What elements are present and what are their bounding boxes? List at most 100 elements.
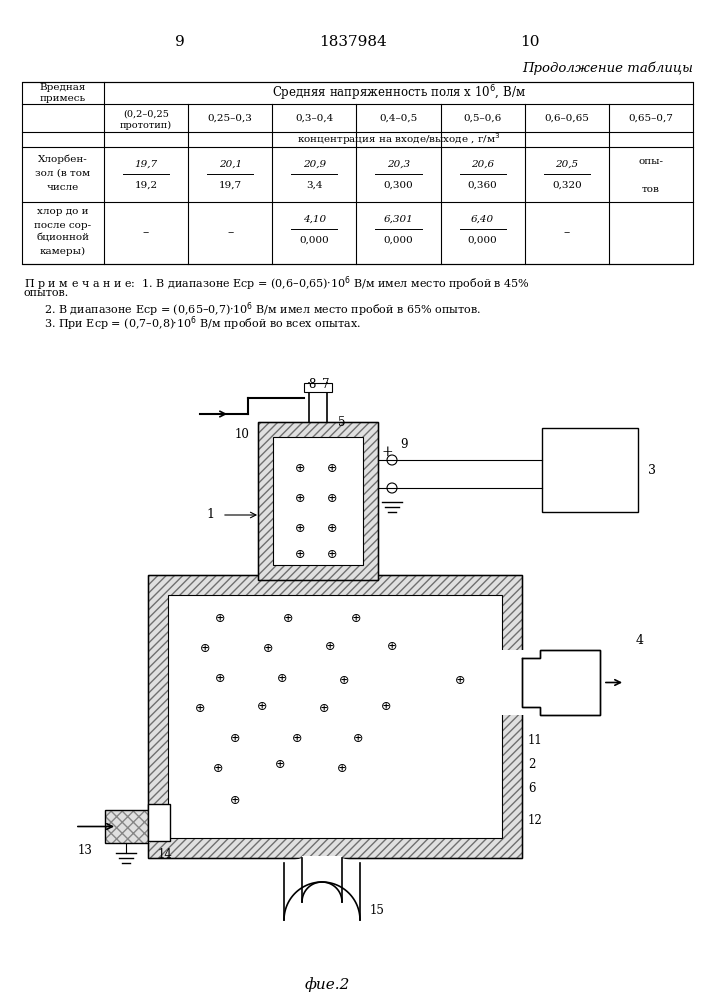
Text: Средняя напряженность поля х 10$^6$, В/м: Средняя напряженность поля х 10$^6$, В/м (271, 83, 525, 103)
Text: 20,5: 20,5 (555, 159, 578, 168)
Text: 0,6–0,65: 0,6–0,65 (544, 113, 589, 122)
Text: ⊕: ⊕ (230, 732, 240, 744)
Text: после сор-: после сор- (35, 221, 92, 230)
Text: –: – (227, 227, 233, 239)
Text: ⊕: ⊕ (215, 611, 226, 624)
Bar (148, 575, 522, 858)
Text: 20,6: 20,6 (471, 159, 494, 168)
Polygon shape (284, 858, 360, 920)
Text: 7: 7 (322, 378, 329, 391)
Text: 0,000: 0,000 (384, 235, 414, 244)
Text: 20,1: 20,1 (218, 159, 242, 168)
Text: 1837984: 1837984 (319, 35, 387, 49)
Bar (273, 437, 363, 565)
Text: 19,7: 19,7 (218, 180, 242, 190)
Text: Хлорбен-: Хлорбен- (38, 154, 88, 164)
Text: Продолжение таблицы: Продолжение таблицы (522, 61, 693, 75)
Text: 20,9: 20,9 (303, 159, 326, 168)
Text: 10: 10 (520, 35, 539, 49)
Text: 3. При Eср = (0,7–0,8)·10$^6$ В/м пробой во всех опытах.: 3. При Eср = (0,7–0,8)·10$^6$ В/м пробой… (44, 314, 361, 333)
Bar (542, 428, 638, 512)
Text: ⊕: ⊕ (325, 640, 335, 652)
Text: 11: 11 (528, 734, 543, 746)
Text: ⊕: ⊕ (292, 732, 303, 744)
Bar (126, 810, 150, 843)
Text: ⊕: ⊕ (327, 462, 337, 475)
Text: ⊕: ⊕ (319, 702, 329, 714)
Text: –: – (143, 227, 149, 239)
Text: 1: 1 (206, 508, 214, 522)
Text: 12: 12 (528, 814, 543, 826)
Bar (148, 575, 522, 858)
Text: 0,4–0,5: 0,4–0,5 (380, 113, 418, 122)
Text: прототип): прототип) (120, 120, 172, 130)
Polygon shape (522, 650, 600, 715)
Text: ⊕: ⊕ (295, 522, 305, 534)
Text: 4: 4 (636, 634, 644, 647)
Text: 0,300: 0,300 (384, 180, 414, 190)
Text: 15: 15 (370, 904, 385, 916)
Text: фие.2: фие.2 (304, 978, 350, 992)
Text: опытов.: опытов. (24, 288, 69, 298)
Text: +: + (382, 445, 394, 459)
Text: зол (в том: зол (в том (35, 168, 90, 178)
Bar (258, 422, 378, 580)
Text: опы-: опы- (638, 156, 663, 165)
Text: ⊕: ⊕ (337, 762, 347, 774)
Text: ⊕: ⊕ (257, 700, 267, 712)
Text: ⊕: ⊕ (194, 702, 205, 714)
Bar (304, 383, 332, 392)
Text: 0,5–0,6: 0,5–0,6 (464, 113, 502, 122)
Bar (258, 422, 378, 580)
Text: П р и м е ч а н и е:  1. В диапазоне Eср = (0,6–0,65)·10$^6$ В/м имел место проб: П р и м е ч а н и е: 1. В диапазоне Eср … (24, 274, 530, 293)
Text: 0,25–0,3: 0,25–0,3 (208, 113, 252, 122)
Text: концентрация на входе/выходе , г/м$^3$: концентрация на входе/выходе , г/м$^3$ (297, 132, 501, 147)
Text: ⊕: ⊕ (351, 611, 361, 624)
Text: 8: 8 (309, 378, 316, 391)
Text: ⊕: ⊕ (213, 762, 223, 774)
Text: 20,3: 20,3 (387, 159, 410, 168)
Text: ⊕: ⊕ (275, 758, 285, 772)
Text: ⊕: ⊕ (381, 700, 391, 712)
Text: –: – (563, 227, 570, 239)
Text: ⊕: ⊕ (215, 672, 226, 684)
Text: числе: числе (47, 182, 79, 192)
Bar (105, 810, 148, 843)
Text: 6: 6 (528, 782, 535, 794)
Text: 2: 2 (528, 758, 535, 772)
Bar (302, 856, 342, 866)
Text: ⊕: ⊕ (200, 642, 210, 654)
Text: 0,65–0,7: 0,65–0,7 (629, 113, 673, 122)
Bar (105, 810, 148, 843)
Text: ⊕: ⊕ (387, 640, 397, 652)
Text: 4,10: 4,10 (303, 215, 326, 224)
Bar (500, 650, 524, 715)
Bar (148, 804, 170, 841)
Text: хлор до и: хлор до и (37, 208, 89, 217)
Text: 6,301: 6,301 (384, 215, 414, 224)
Text: 3: 3 (648, 464, 656, 477)
Text: ⊕: ⊕ (295, 491, 305, 504)
Text: 0,360: 0,360 (468, 180, 498, 190)
Text: ⊕: ⊕ (295, 548, 305, 562)
Text: камеры): камеры) (40, 246, 86, 256)
Text: 9: 9 (400, 438, 407, 452)
Text: 3,4: 3,4 (306, 180, 322, 190)
Text: ⊕: ⊕ (339, 674, 349, 686)
Text: ⊕: ⊕ (283, 611, 293, 624)
Text: 0,000: 0,000 (300, 235, 329, 244)
Text: ⊕: ⊕ (276, 672, 287, 684)
Text: 19,2: 19,2 (134, 180, 158, 190)
Text: ⊕: ⊕ (327, 548, 337, 562)
Text: ⊕: ⊕ (327, 522, 337, 534)
Text: ⊕: ⊕ (353, 732, 363, 744)
Bar (168, 595, 502, 838)
Bar (22, 82, 693, 264)
Text: 19,7: 19,7 (134, 159, 158, 168)
Text: 0,3–0,4: 0,3–0,4 (296, 113, 334, 122)
Text: ⊕: ⊕ (230, 794, 240, 806)
Text: ⊕: ⊕ (327, 491, 337, 504)
Text: 0,320: 0,320 (552, 180, 582, 190)
Text: 13: 13 (78, 844, 93, 857)
Text: ⊕: ⊕ (295, 462, 305, 475)
